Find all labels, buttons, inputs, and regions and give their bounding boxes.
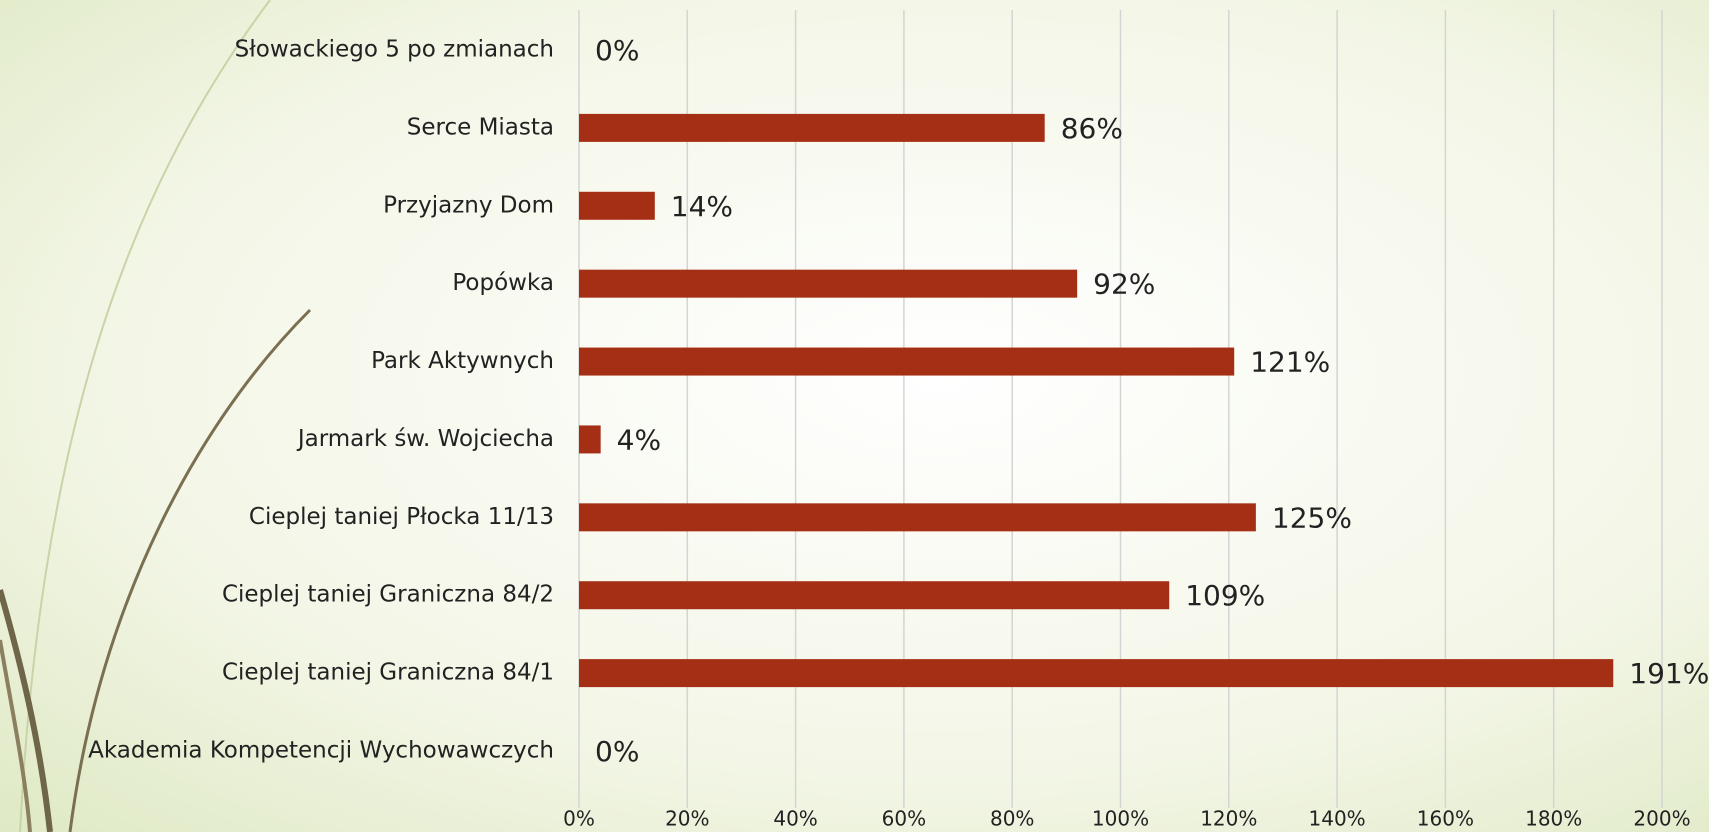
bar	[579, 348, 1234, 376]
x-tick-label: 140%	[1309, 807, 1366, 831]
value-label: 121%	[1250, 346, 1330, 379]
bar	[579, 581, 1169, 609]
y-tick-label: Cieplej taniej Graniczna 84/2	[222, 582, 554, 608]
value-label: 0%	[595, 34, 639, 67]
bar	[579, 659, 1613, 687]
x-tick-label: 80%	[990, 807, 1034, 831]
y-tick-label: Jarmark św. Wojciecha	[296, 426, 554, 452]
value-label: 109%	[1185, 579, 1265, 612]
bar	[579, 503, 1256, 531]
value-label: 86%	[1061, 112, 1123, 145]
y-tick-label: Przyjazny Dom	[383, 192, 554, 218]
value-label: 125%	[1272, 501, 1352, 534]
bar	[579, 425, 601, 453]
x-tick-label: 100%	[1092, 807, 1149, 831]
bar	[579, 192, 655, 220]
x-tick-label: 160%	[1417, 807, 1474, 831]
y-tick-label: Serce Miasta	[407, 114, 554, 140]
bar	[579, 114, 1045, 142]
x-tick-label: 20%	[665, 807, 709, 831]
value-label: 191%	[1629, 657, 1709, 690]
y-tick-label: Cieplej taniej Graniczna 84/1	[222, 660, 554, 686]
bar	[579, 270, 1077, 298]
value-label: 14%	[671, 190, 733, 223]
page: 0% 20% 40% 60% 80% 100% 120% 140% 160% 180% 200% Sł…	[0, 0, 1709, 832]
y-tick-label: Cieplej taniej Płocka 11/13	[249, 504, 554, 530]
x-tick-label: 40%	[773, 807, 817, 831]
x-tick-label: 180%	[1525, 807, 1582, 831]
x-tick-label: 200%	[1633, 807, 1690, 831]
x-tick-label: 60%	[882, 807, 926, 831]
chart: 0% 20% 40% 60% 80% 100% 120% 140% 160% 180% 200% Sł…	[0, 0, 1709, 832]
value-label: 92%	[1093, 268, 1155, 301]
y-tick-label: Akademia Kompetencji Wychowawczych	[88, 738, 554, 764]
value-label: 0%	[595, 735, 639, 768]
y-tick-label: Słowackiego 5 po zmianach	[235, 37, 554, 63]
y-tick-label: Park Aktywnych	[371, 348, 554, 374]
y-tick-label: Popówka	[452, 270, 554, 296]
x-tick-label: 0%	[563, 807, 595, 831]
value-label: 4%	[617, 423, 661, 456]
x-tick-label: 120%	[1200, 807, 1257, 831]
